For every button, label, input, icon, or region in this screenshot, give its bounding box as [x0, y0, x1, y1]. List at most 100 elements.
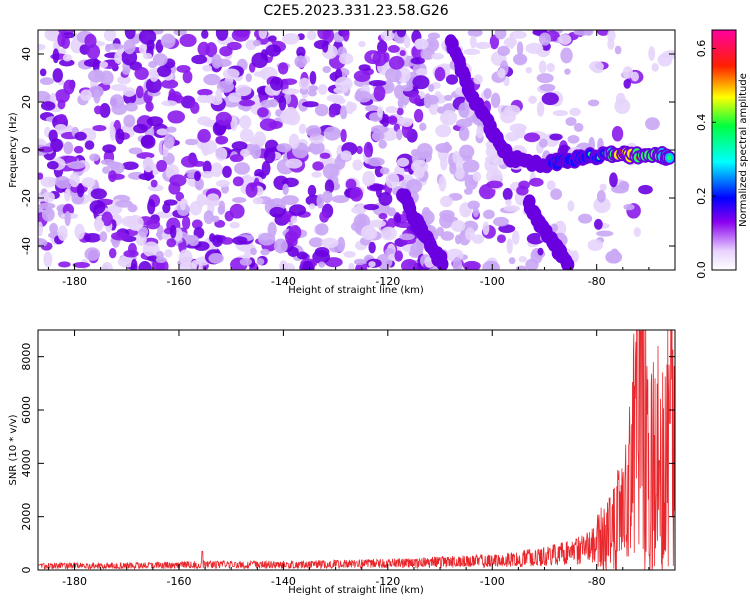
heatmap-cell — [489, 162, 499, 176]
heatmap-cell — [39, 77, 54, 86]
heatmap-cell — [489, 34, 500, 50]
heatmap-cell — [222, 165, 232, 178]
heatmap-cell — [368, 79, 387, 87]
heatmap-cell — [109, 126, 117, 142]
snr-y-tick-label: 0 — [20, 567, 33, 574]
heatmap-cell — [368, 219, 386, 228]
heatmap-cell — [349, 186, 364, 202]
heatmap-cell — [130, 258, 138, 270]
heatmap-cell — [434, 66, 446, 82]
heatmap-cell — [201, 171, 214, 179]
heatmap-cell — [516, 41, 524, 56]
heatmap-cell — [64, 210, 71, 227]
heatmap-cell — [232, 196, 247, 203]
heatmap-cell — [569, 107, 581, 117]
heatmap-cell — [114, 51, 122, 65]
heatmap-cell — [469, 35, 477, 49]
heatmap-cell — [318, 261, 326, 268]
heatmap-cell — [56, 114, 67, 123]
heatmap-cell — [323, 126, 341, 141]
colorbar-frame — [711, 29, 737, 271]
heatmap-cell — [622, 66, 633, 79]
figure-title: C2E5.2023.331.23.58.G26 — [263, 3, 448, 19]
heatmap-cell — [564, 68, 571, 75]
heatmap-cell — [161, 100, 178, 107]
heatmap-cell — [467, 30, 483, 37]
heatmap-cell — [145, 219, 161, 230]
heatmap-cell — [317, 84, 328, 95]
heatmap-cell — [253, 71, 267, 78]
heatmap-cell — [84, 247, 101, 261]
heatmap-cell — [281, 33, 300, 45]
heatmap-cell — [414, 38, 429, 50]
heatmap-cell — [623, 203, 635, 211]
heatmap-cell — [472, 171, 482, 182]
snr-x-tick-label: -80 — [588, 575, 606, 588]
heatmap-cell — [515, 127, 526, 139]
heatmap-cell — [243, 174, 252, 182]
heatmap-cell — [503, 205, 520, 212]
heatmap-cell — [326, 94, 344, 103]
heatmap-cell — [229, 154, 244, 163]
heatmap-cell — [645, 117, 660, 131]
heatmap-cell — [482, 221, 490, 236]
heatmap-x-axis: -180 -160 -140 -120 -100 -80 — [47, 30, 676, 288]
heatmap-cell — [525, 66, 533, 74]
heatmap-cell — [394, 250, 403, 262]
snr-x-axis: -180 -160 -140 -120 -100 -80 — [47, 330, 676, 588]
heatmap-y-tick-label: 40 — [20, 47, 33, 61]
heatmap-cell — [454, 165, 465, 180]
heatmap-cell — [163, 199, 178, 206]
heatmap-cell — [599, 183, 607, 191]
heatmap-cell — [47, 30, 59, 40]
heatmap-cell — [314, 104, 329, 117]
heatmap-cell — [397, 97, 404, 109]
heatmap-cell — [368, 184, 386, 191]
heatmap-cell — [475, 41, 492, 50]
heatmap-cell — [370, 125, 389, 134]
heatmap-cell — [74, 223, 85, 240]
heatmap-cell — [377, 40, 388, 55]
heatmap-cell — [444, 94, 453, 102]
heatmap-cell — [420, 47, 435, 60]
heatmap-cell — [567, 135, 580, 144]
heatmap-cell — [523, 132, 541, 143]
heatmap-cell — [536, 101, 545, 117]
heatmap-cell — [452, 150, 461, 164]
heatmap-x-tick-label: -160 — [166, 275, 191, 288]
heatmap-cell — [215, 30, 229, 41]
heatmap-cell — [309, 70, 317, 85]
heatmap-cell — [511, 230, 520, 245]
heatmap-cell — [150, 179, 158, 188]
heatmap-cell — [451, 220, 466, 233]
heatmap-cell — [142, 52, 153, 60]
heatmap-cell — [231, 30, 250, 42]
heatmap-cell — [63, 79, 75, 95]
heatmap-cell — [454, 234, 462, 245]
heatmap-cell — [117, 255, 135, 268]
heatmap-cell — [178, 249, 193, 265]
heatmap-cell — [206, 193, 220, 202]
heatmap-cell — [276, 143, 292, 153]
heatmap-cell — [396, 128, 403, 141]
heatmap-cell — [458, 102, 470, 118]
heatmap-cell — [69, 172, 80, 188]
heatmap-cell — [399, 233, 415, 241]
heatmap-cell — [173, 95, 185, 104]
colorbar-label: Normalized spectral amplitude — [738, 73, 749, 227]
heatmap-cell — [482, 260, 500, 270]
heatmap-cell — [508, 257, 516, 265]
heatmap-cell — [260, 99, 275, 108]
heatmap-cell — [191, 54, 208, 65]
heatmap-cell — [443, 141, 451, 154]
heatmap-cell — [512, 53, 528, 65]
heatmap-cell — [128, 147, 143, 155]
heatmap-cell — [525, 42, 544, 54]
heatmap-y-tick-label: -20 — [20, 189, 33, 207]
heatmap-cell — [249, 247, 257, 256]
colorbar-tick-label: 0.4 — [695, 114, 708, 132]
heatmap-cell — [437, 106, 445, 114]
heatmap-cell — [168, 181, 181, 195]
snr-y-tick-label: 8000 — [20, 343, 33, 371]
heatmap-cell — [317, 30, 331, 40]
